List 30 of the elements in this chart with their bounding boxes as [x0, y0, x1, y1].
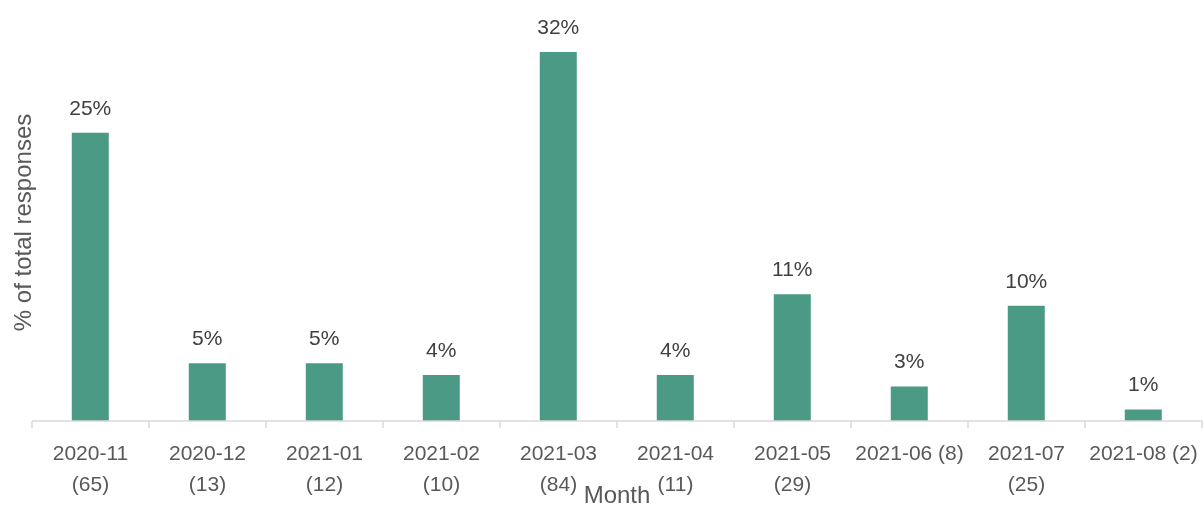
x-tick-label: 2020-11 (65): [52, 441, 129, 495]
data-label: 4%: [426, 337, 457, 361]
x-tick-label: 2020-12 (13): [168, 441, 247, 495]
x-axis-title: Month: [583, 481, 651, 506]
data-label: 32%: [537, 15, 580, 38]
bar: [539, 52, 577, 421]
bar: [188, 363, 226, 421]
bar: [773, 294, 811, 421]
data-label: 5%: [192, 326, 223, 350]
x-tick-label: 2021-02 (10): [402, 441, 481, 495]
x-tick-label: 2021-08 (2): [1089, 441, 1198, 464]
x-tick-label: 2021-05 (29): [753, 441, 832, 495]
bar: [71, 132, 109, 421]
data-label: 3%: [894, 349, 925, 373]
data-label: 10%: [1005, 268, 1048, 292]
bar: [1007, 305, 1045, 421]
data-label: 11%: [772, 257, 813, 281]
data-label: 4%: [660, 337, 691, 361]
bar: [1124, 409, 1162, 421]
bar: [305, 363, 343, 421]
bar: [890, 386, 928, 421]
data-label: 5%: [309, 326, 340, 350]
data-label: 25%: [69, 95, 112, 119]
data-label: 1%: [1128, 372, 1159, 396]
bar: [422, 374, 460, 421]
x-tick-label: 2021-06 (8): [855, 441, 964, 464]
x-tick-label: 2021-07 (25): [987, 441, 1066, 495]
bar: [656, 374, 694, 421]
y-axis-title: % of total responses: [8, 113, 36, 332]
x-tick-label: 2021-01 (12): [285, 441, 364, 495]
